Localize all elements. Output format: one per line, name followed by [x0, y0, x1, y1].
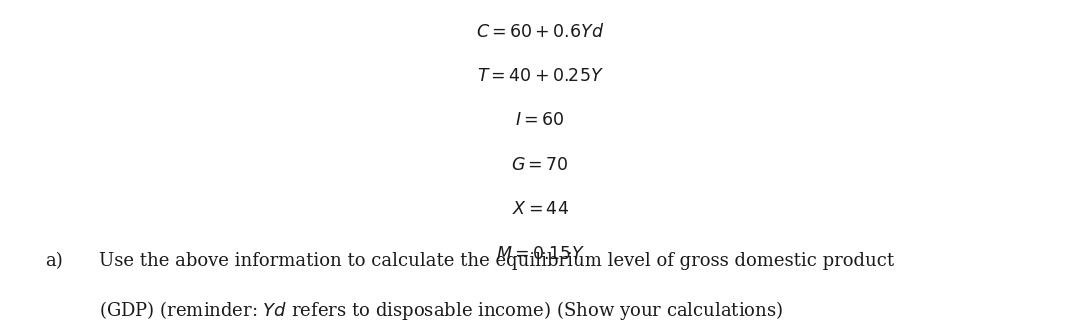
Text: $X = 44$: $X = 44$ [512, 201, 568, 218]
Text: $C = 60 + 0.6Yd$: $C = 60 + 0.6Yd$ [476, 23, 604, 41]
Text: $M = 0.15Y$: $M = 0.15Y$ [496, 246, 584, 263]
Text: a): a) [45, 252, 63, 271]
Text: $I = 60$: $I = 60$ [515, 112, 565, 129]
Text: Use the above information to calculate the equilibrium level of gross domestic p: Use the above information to calculate t… [99, 252, 894, 271]
Text: $T = 40 + 0.25Y$: $T = 40 + 0.25Y$ [476, 68, 604, 85]
Text: (GDP) (reminder: $Yd$ refers to disposable income) (Show your calculations): (GDP) (reminder: $Yd$ refers to disposab… [99, 299, 783, 322]
Text: $G = 70$: $G = 70$ [511, 157, 569, 174]
